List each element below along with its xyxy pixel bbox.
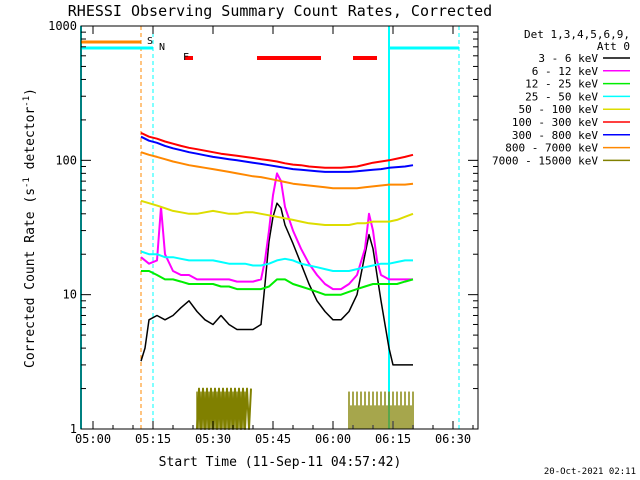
series-line-2 bbox=[141, 270, 414, 296]
x-axis-label: Start Time (11-Sep-11 04:57:42) bbox=[159, 455, 402, 470]
series-line-5 bbox=[140, 131, 414, 169]
legend-label-7: 800 - 7000 keV bbox=[505, 142, 598, 155]
x-tick-label-6: 06:30 bbox=[435, 432, 471, 446]
x-tick-label-0: 05:00 bbox=[75, 432, 111, 446]
x-axis: 05:00 05:15 05:30 05:45 06:00 06:15 06:30 bbox=[75, 26, 474, 446]
y-axis: 1 10 100 1000 bbox=[48, 19, 478, 436]
marker-label-s: S bbox=[147, 36, 153, 47]
x-tick-label-5: 06:15 bbox=[375, 432, 411, 446]
x-tick-label-1: 05:15 bbox=[135, 432, 171, 446]
y-axis-label-sup2: -1 bbox=[22, 96, 32, 107]
x-tick-label-2: 05:30 bbox=[195, 432, 231, 446]
legend-label-0: 3 - 6 keV bbox=[538, 52, 598, 65]
marker-label-f: F bbox=[183, 52, 189, 63]
series-line-0 bbox=[140, 202, 413, 366]
series-line-4 bbox=[140, 199, 414, 226]
y-tick-label-3: 1000 bbox=[48, 19, 77, 33]
y-axis-label: Corrected Count Rate (s-1 detector-1) bbox=[22, 88, 38, 368]
legend-header-detectors: Det 1,3,4,5,6,9, bbox=[524, 28, 630, 41]
plot-frame bbox=[80, 25, 479, 430]
legend-label-2: 12 - 25 keV bbox=[525, 78, 598, 91]
y-axis-label-mid: detector bbox=[23, 107, 38, 178]
series-line-7 bbox=[140, 151, 414, 190]
marker-label-n: N bbox=[159, 42, 165, 53]
y-tick-label-1: 10 bbox=[63, 288, 77, 302]
x-tick-label-4: 06:00 bbox=[315, 432, 351, 446]
y-axis-label-sup1: -1 bbox=[22, 177, 32, 188]
legend-label-6: 300 - 800 keV bbox=[512, 129, 598, 142]
series-line-8 bbox=[196, 387, 252, 430]
legend-header-attenuator: Att 0 bbox=[597, 40, 630, 53]
y-axis-label-end: ) bbox=[23, 88, 38, 96]
legend-label-3: 25 - 50 keV bbox=[525, 90, 598, 103]
x-tick-label-3: 05:45 bbox=[255, 432, 291, 446]
legend-label-1: 6 - 12 keV bbox=[532, 65, 599, 78]
y-axis-label-main: Corrected Count Rate (s bbox=[23, 188, 38, 368]
legend-label-5: 100 - 300 keV bbox=[512, 116, 598, 129]
series-line-6 bbox=[140, 135, 414, 173]
y-tick-label-0: 1 bbox=[70, 422, 77, 436]
series-line-3 bbox=[140, 250, 413, 272]
chart-title: RHESSI Observing Summary Count Rates, Co… bbox=[68, 2, 492, 20]
footer-date: 20-Oct-2021 02:11 bbox=[544, 467, 636, 477]
plot-area: SN F bbox=[80, 26, 460, 430]
legend-label-8: 7000 - 15000 keV bbox=[492, 154, 598, 167]
y-tick-label-2: 100 bbox=[55, 153, 77, 167]
series-line-1 bbox=[140, 172, 413, 291]
legend-label-4: 50 - 100 keV bbox=[519, 103, 599, 116]
